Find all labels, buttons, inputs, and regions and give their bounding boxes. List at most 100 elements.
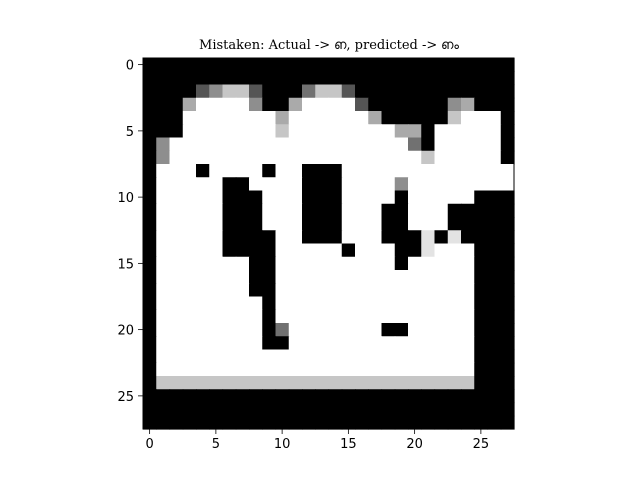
pixel-cell bbox=[461, 84, 475, 99]
pixel-cell bbox=[368, 124, 383, 139]
pixel-cell bbox=[487, 402, 502, 417]
pixel-cell bbox=[368, 349, 383, 364]
x-axis: 0 5 10 15 20 25 bbox=[145, 429, 489, 452]
pixel-cell bbox=[196, 415, 210, 430]
pixel-cell bbox=[368, 111, 383, 125]
pixel-cell bbox=[341, 336, 356, 351]
pixel-cell bbox=[434, 362, 449, 377]
pixel-cell bbox=[235, 150, 250, 165]
pixel-cell bbox=[275, 270, 290, 284]
pixel-cell bbox=[169, 150, 184, 165]
pixel-cell bbox=[381, 164, 396, 178]
pixel-cell bbox=[156, 389, 171, 404]
pixel-cell bbox=[474, 402, 489, 417]
pixel-cell bbox=[447, 243, 462, 258]
pixel-cell bbox=[156, 203, 171, 218]
pixel-cell bbox=[262, 270, 277, 284]
pixel-cell bbox=[328, 376, 343, 390]
pixel-cell bbox=[434, 230, 449, 245]
pixel-cell bbox=[394, 415, 409, 430]
pixel-cell bbox=[461, 203, 475, 218]
pixel-cell bbox=[434, 203, 449, 218]
x-tick-label: 15 bbox=[340, 437, 357, 452]
pixel-cell bbox=[222, 190, 237, 205]
pixel-cell bbox=[328, 97, 343, 112]
pixel-cell bbox=[447, 177, 462, 192]
pixel-cell bbox=[222, 243, 237, 258]
pixel-cell bbox=[209, 124, 224, 139]
pixel-cell bbox=[315, 376, 330, 390]
pixel-cell bbox=[182, 402, 197, 417]
pixel-cell bbox=[275, 177, 290, 192]
pixel-cell bbox=[235, 137, 250, 152]
pixel-cell bbox=[209, 84, 224, 99]
pixel-cell bbox=[394, 97, 409, 112]
pixel-cell bbox=[143, 164, 157, 178]
pixel-cell bbox=[328, 71, 343, 86]
pixel-cell bbox=[408, 362, 422, 377]
pixel-cell bbox=[169, 256, 184, 271]
pixel-cell bbox=[288, 349, 303, 364]
pixel-cell bbox=[355, 309, 369, 324]
pixel-cell bbox=[487, 362, 502, 377]
pixel-cell bbox=[461, 164, 475, 178]
pixel-cell bbox=[394, 323, 409, 337]
pixel-cell bbox=[262, 137, 277, 152]
pixel-cell bbox=[196, 296, 210, 311]
pixel-cell bbox=[487, 283, 502, 298]
pixel-cell bbox=[474, 137, 489, 152]
pixel-cell bbox=[302, 402, 316, 417]
pixel-cell bbox=[275, 283, 290, 298]
pixel-cell bbox=[288, 415, 303, 430]
pixel-cell bbox=[249, 190, 263, 205]
pixel-cell bbox=[222, 124, 237, 139]
pixel-cell bbox=[235, 177, 250, 192]
pixel-cell bbox=[368, 415, 383, 430]
pixel-cell bbox=[461, 309, 475, 324]
pixel-cell bbox=[447, 111, 462, 125]
pixel-cell bbox=[434, 150, 449, 165]
pixel-cell bbox=[381, 71, 396, 86]
pixel-cell bbox=[222, 164, 237, 178]
pixel-cell bbox=[461, 256, 475, 271]
pixel-cell bbox=[394, 336, 409, 351]
pixel-cell bbox=[355, 389, 369, 404]
pixel-cell bbox=[487, 217, 502, 231]
pixel-cell bbox=[408, 283, 422, 298]
pixel-cell bbox=[156, 376, 171, 390]
pixel-cell bbox=[235, 283, 250, 298]
pixel-cell bbox=[421, 111, 436, 125]
pixel-cell bbox=[288, 256, 303, 271]
pixel-cell bbox=[169, 309, 184, 324]
pixel-cell bbox=[182, 124, 197, 139]
pixel-cell bbox=[461, 362, 475, 377]
x-tick-label: 5 bbox=[212, 437, 220, 452]
pixel-cell bbox=[275, 402, 290, 417]
pixel-cell bbox=[235, 230, 250, 245]
pixel-cell bbox=[355, 137, 369, 152]
y-tick-label: 0 bbox=[126, 59, 134, 74]
pixel-cell bbox=[328, 58, 343, 72]
pixel-cell bbox=[434, 336, 449, 351]
pixel-cell bbox=[182, 137, 197, 152]
pixel-cell bbox=[408, 336, 422, 351]
pixel-cell bbox=[434, 309, 449, 324]
pixel-cell bbox=[315, 402, 330, 417]
pixel-cell bbox=[209, 137, 224, 152]
pixel-cell bbox=[249, 283, 263, 298]
pixel-cell bbox=[474, 217, 489, 231]
pixel-cell bbox=[196, 203, 210, 218]
pixel-cell bbox=[196, 376, 210, 390]
pixel-cell bbox=[262, 150, 277, 165]
pixel-cell bbox=[302, 230, 316, 245]
pixel-cell bbox=[249, 296, 263, 311]
pixel-cell bbox=[315, 415, 330, 430]
pixel-cell bbox=[156, 137, 171, 152]
pixel-cell bbox=[381, 177, 396, 192]
pixel-cell bbox=[421, 58, 436, 72]
pixel-cell bbox=[288, 97, 303, 112]
pixel-cell bbox=[235, 362, 250, 377]
pixel-cell bbox=[487, 336, 502, 351]
pixel-cell bbox=[434, 415, 449, 430]
pixel-cell bbox=[209, 415, 224, 430]
